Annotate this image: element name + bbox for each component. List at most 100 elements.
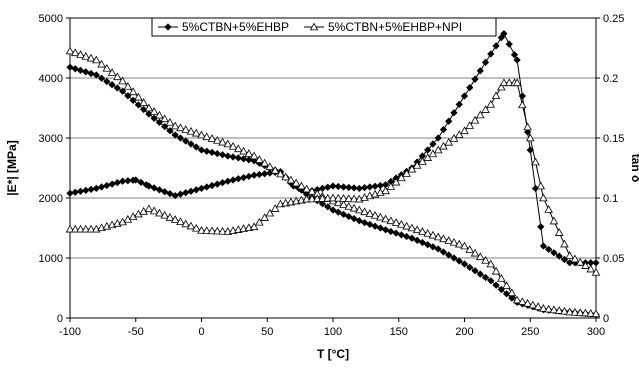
data-point-modulus (207, 134, 217, 142)
data-point-modulus (76, 50, 85, 58)
data-point-modulus (223, 139, 233, 148)
data-point-modulus (434, 245, 442, 253)
data-point-tan_delta (476, 67, 484, 75)
data-point-modulus (460, 241, 469, 250)
y-tick-label: 5000 (39, 13, 63, 25)
data-point-tan_delta (207, 226, 217, 235)
data-point-tan_delta (466, 83, 474, 92)
y-tick-label: 0 (57, 313, 63, 325)
data-point-tan_delta (499, 78, 509, 87)
data-point-tan_delta (539, 242, 548, 250)
data-point-tan_delta (500, 29, 508, 38)
data-point-modulus (239, 155, 248, 163)
data-point-tan_delta (575, 257, 585, 266)
data-point-tan_delta (586, 264, 596, 273)
data-point-modulus (92, 55, 101, 64)
data-point-tan_delta (208, 181, 216, 190)
data-point-modulus (191, 128, 201, 137)
y2-tick-label: 0.25 (603, 13, 624, 25)
data-point-modulus (370, 210, 380, 219)
data-point-modulus (403, 232, 411, 241)
data-point-modulus (429, 243, 437, 251)
data-point-tan_delta (86, 224, 96, 233)
data-point-tan_delta (460, 126, 469, 135)
data-point-tan_delta (537, 223, 545, 231)
data-point-modulus (360, 207, 369, 216)
data-point-tan_delta (470, 115, 480, 124)
data-point-modulus (518, 297, 527, 305)
series-2 (65, 46, 601, 318)
data-point-tan_delta (224, 177, 232, 185)
data-point-tan_delta (505, 40, 513, 48)
data-point-modulus (424, 241, 432, 249)
data-point-tan_delta (481, 58, 490, 67)
data-point-modulus (318, 200, 327, 208)
data-point-modulus (224, 152, 232, 160)
data-point-modulus (166, 127, 174, 135)
data-point-tan_delta (376, 181, 384, 190)
data-point-modulus (570, 307, 580, 316)
data-point-modulus (387, 227, 395, 236)
y2-axis-ticks: 0 0.05 0.1 0.15 0.2 0.25 (596, 13, 624, 325)
data-point-tan_delta (492, 42, 500, 50)
data-point-modulus (439, 248, 448, 256)
data-point-modulus (502, 281, 511, 289)
data-point-tan_delta (545, 245, 553, 253)
y-axis-ticks: 0 1000 2000 3000 4000 5000 (39, 13, 70, 325)
data-point-modulus (508, 294, 516, 302)
data-point-modulus (239, 146, 248, 155)
data-point-tan_delta (203, 183, 211, 191)
data-point-modulus (376, 224, 384, 232)
data-point-modulus (113, 84, 121, 92)
data-point-tan_delta (381, 186, 390, 195)
data-point-tan_delta (531, 157, 540, 166)
data-point-tan_delta (371, 182, 379, 190)
data-point-modulus (87, 69, 95, 78)
data-point-tan_delta (333, 193, 343, 202)
data-point-modulus (371, 222, 379, 230)
data-point-tan_delta (113, 179, 121, 187)
data-point-tan_delta (445, 117, 453, 125)
data-point-tan_delta (355, 184, 363, 193)
y2-axis-title: tan δ (629, 154, 639, 183)
data-point-tan_delta (187, 187, 195, 195)
data-point-tan_delta (234, 175, 242, 183)
data-point-tan_delta (539, 193, 548, 202)
data-point-tan_delta (349, 194, 359, 203)
data-point-modulus (402, 221, 411, 230)
data-point-modulus (307, 186, 317, 195)
data-point-tan_delta (229, 176, 237, 184)
data-point-modulus (155, 110, 164, 119)
data-point-tan_delta (213, 180, 221, 188)
data-point-modulus (139, 98, 148, 106)
data-point-modulus (512, 295, 522, 304)
x-tick-label: 50 (261, 326, 273, 338)
data-point-modulus (213, 149, 221, 158)
data-point-tan_delta (449, 134, 459, 142)
data-point-tan_delta (186, 221, 196, 230)
legend-label: 5%CTBN+5%EHBP (182, 20, 289, 34)
data-point-tan_delta (434, 134, 442, 142)
data-point-modulus (454, 239, 464, 248)
data-point-modulus (270, 165, 280, 174)
y2-tick-label: 0.05 (603, 253, 624, 265)
data-point-tan_delta (92, 184, 100, 193)
data-point-tan_delta (76, 187, 85, 195)
data-point-modulus (444, 236, 453, 244)
data-point-modulus (149, 107, 159, 115)
data-point-modulus (481, 273, 490, 282)
data-point-modulus (408, 234, 416, 242)
data-point-tan_delta (155, 186, 164, 194)
data-point-modulus (76, 66, 85, 74)
data-point-modulus (107, 68, 117, 76)
data-point-tan_delta (323, 193, 333, 202)
x-tick-label: 100 (324, 326, 342, 338)
data-point-tan_delta (339, 194, 348, 202)
series-layer (65, 29, 601, 319)
data-point-modulus (108, 81, 116, 89)
data-point-tan_delta (149, 206, 159, 215)
data-point-modulus (144, 103, 154, 112)
data-point-tan_delta (191, 223, 201, 232)
data-point-modulus (470, 248, 480, 257)
data-point-tan_delta (455, 100, 463, 109)
